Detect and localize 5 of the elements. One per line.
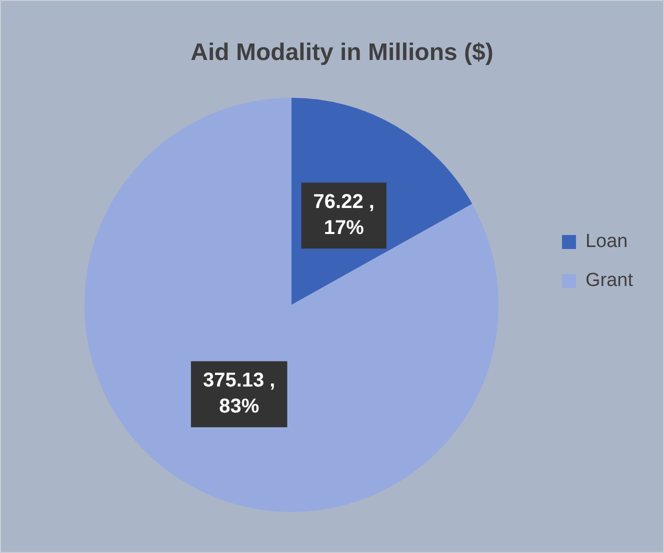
data-label: 76.22 , 17%	[313, 191, 374, 240]
legend-label: Grant	[585, 270, 634, 292]
chart-title: Aid Modality in Millions ($)	[190, 39, 494, 66]
legend-label: Loan	[585, 231, 628, 252]
data-label: 375.13 , 83%	[202, 370, 276, 418]
